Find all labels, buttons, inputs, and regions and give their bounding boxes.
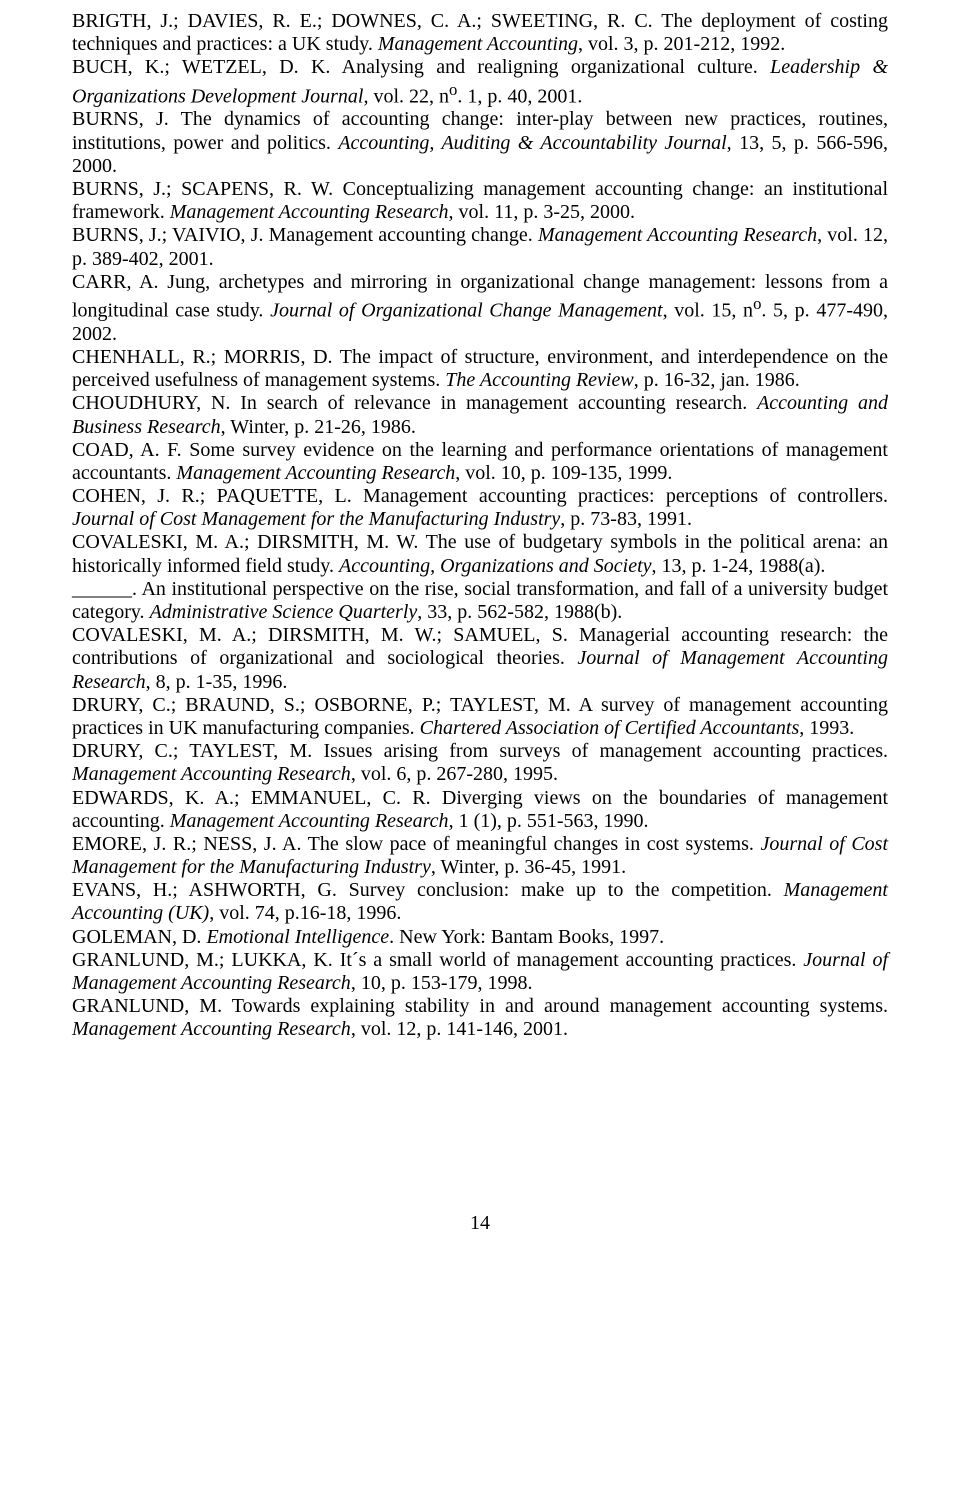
reference-entry: BURNS, J. The dynamics of accounting cha… [72, 108, 888, 178]
reference-entry: EVANS, H.; ASHWORTH, G. Survey conclusio… [72, 879, 888, 925]
reference-entry: BURNS, J.; VAIVIO, J. Management account… [72, 224, 888, 270]
reference-entry: CHOUDHURY, N. In search of relevance in … [72, 392, 888, 438]
page-number: 14 [72, 1212, 888, 1235]
reference-entry: COAD, A. F. Some survey evidence on the … [72, 439, 888, 485]
reference-entry: GRANLUND, M. Towards explaining stabilit… [72, 995, 888, 1041]
reference-entry: GRANLUND, M.; LUKKA, K. It´s a small wor… [72, 949, 888, 995]
reference-entry: BUCH, K.; WETZEL, D. K. Analysing and re… [72, 56, 888, 108]
reference-entry: COVALESKI, M. A.; DIRSMITH, M. W.; SAMUE… [72, 624, 888, 694]
reference-entry: DRURY, C.; BRAUND, S.; OSBORNE, P.; TAYL… [72, 694, 888, 740]
reference-entry: BURNS, J.; SCAPENS, R. W. Conceptualizin… [72, 178, 888, 224]
reference-entry: BRIGTH, J.; DAVIES, R. E.; DOWNES, C. A.… [72, 10, 888, 56]
references-list: BRIGTH, J.; DAVIES, R. E.; DOWNES, C. A.… [72, 10, 888, 1042]
reference-entry: COHEN, J. R.; PAQUETTE, L. Management ac… [72, 485, 888, 531]
reference-entry: ______. An institutional perspective on … [72, 578, 888, 624]
reference-entry: CHENHALL, R.; MORRIS, D. The impact of s… [72, 346, 888, 392]
reference-entry: COVALESKI, M. A.; DIRSMITH, M. W. The us… [72, 531, 888, 577]
reference-entry: DRURY, C.; TAYLEST, M. Issues arising fr… [72, 740, 888, 786]
reference-entry: GOLEMAN, D. Emotional Intelligence. New … [72, 926, 888, 949]
reference-entry: EDWARDS, K. A.; EMMANUEL, C. R. Divergin… [72, 787, 888, 833]
reference-entry: CARR, A. Jung, archetypes and mirroring … [72, 271, 888, 346]
reference-entry: EMORE, J. R.; NESS, J. A. The slow pace … [72, 833, 888, 879]
